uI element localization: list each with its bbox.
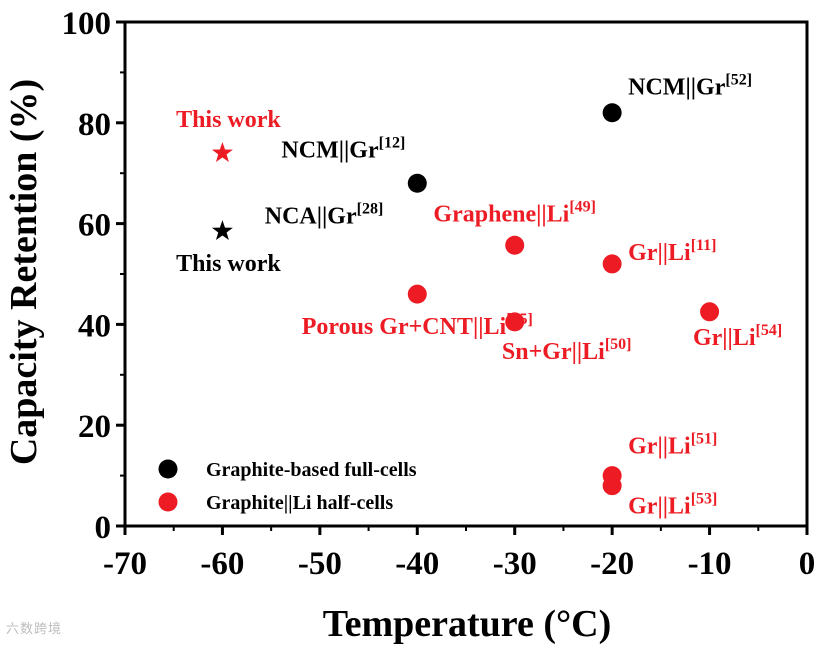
- scatter-point: [602, 476, 622, 496]
- x-axis-label: Temperature (°C): [323, 603, 612, 645]
- point-label: Gr||Li[54]: [693, 322, 782, 351]
- point-label-text: NCM||Gr: [281, 137, 379, 163]
- point-label-ref: [12]: [379, 134, 406, 151]
- scatter-point: [602, 103, 622, 123]
- point-label-text: Gr||Li: [628, 240, 691, 266]
- point-label-text: Sn+Gr||Li: [502, 339, 605, 365]
- point-label-text: Gr||Li: [628, 434, 691, 460]
- legend-label: Graphite||Li half-cells: [206, 492, 393, 514]
- point-label-text: NCM||Gr: [628, 75, 726, 101]
- point-label: NCM||Gr[52]: [628, 72, 752, 101]
- x-tick-label: 0: [799, 546, 816, 582]
- point-label: Gr||Li[51]: [628, 431, 717, 460]
- y-tick-label: 40: [78, 308, 111, 344]
- point-label-ref: [11]: [691, 237, 717, 254]
- watermark: 六数跨境: [6, 622, 63, 637]
- y-tick-label: 0: [95, 510, 112, 546]
- point-label: Graphene||Li[49]: [433, 198, 596, 227]
- y-tick-label: 100: [62, 6, 112, 42]
- legend: Graphite-based full-cells Graphite||Li ha…: [158, 459, 417, 514]
- point-label-text: NCA||Gr: [265, 203, 357, 229]
- point-label-text: Porous Gr+CNT||Li: [302, 314, 507, 340]
- legend-marker: [158, 459, 178, 479]
- point-label-ref: [53]: [691, 491, 718, 508]
- point-label-ref: [25]: [506, 311, 533, 328]
- ticks: -70 -60 -50 -40 -30 -20 -10 0 0 20 40 60 80 100: [62, 6, 816, 582]
- x-tick-label: -60: [200, 546, 244, 582]
- x-tick-label: -30: [493, 546, 537, 582]
- point-label: Gr||Li[53]: [628, 491, 717, 520]
- star-point: [211, 142, 233, 162]
- scatter-point: [407, 173, 427, 193]
- point-label-ref: [28]: [357, 200, 384, 217]
- point-label-text: Graphene||Li: [433, 201, 569, 227]
- point-label-ref: [52]: [725, 72, 752, 89]
- x-tick-label: -10: [688, 546, 732, 582]
- point-label: This work: [176, 251, 281, 277]
- point-label-ref: [51]: [691, 431, 718, 448]
- scatter-point: [602, 254, 622, 274]
- y-tick-label: 80: [78, 107, 111, 143]
- legend-marker: [158, 492, 178, 512]
- x-tick-label: -50: [298, 546, 342, 582]
- y-axis-label: Capacity Retention (%): [3, 79, 45, 465]
- star-point: [211, 220, 233, 241]
- point-label-text: This work: [176, 107, 281, 133]
- point-label-text: This work: [176, 251, 281, 277]
- point-label: NCA||Gr[28]: [265, 200, 384, 229]
- scatter-point: [505, 312, 525, 332]
- point-labels: NCM||Gr[12]NCA||Gr[28]NCM||Gr[52]Graphen…: [176, 72, 782, 520]
- point-label-ref: [54]: [756, 322, 783, 339]
- point-label: Gr||Li[11]: [628, 237, 716, 266]
- scatter-point: [407, 284, 427, 304]
- point-label: Sn+Gr||Li[50]: [502, 336, 632, 365]
- scatter-point: [700, 302, 720, 322]
- y-tick-label: 60: [78, 208, 111, 244]
- points: [211, 103, 720, 496]
- point-label-ref: [50]: [605, 336, 632, 353]
- point-label: NCM||Gr[12]: [281, 134, 405, 163]
- y-tick-label: 20: [78, 409, 111, 445]
- x-tick-label: -70: [103, 546, 147, 582]
- scatter-point: [505, 235, 525, 255]
- point-label-ref: [49]: [569, 198, 596, 215]
- point-label: This work: [176, 107, 281, 133]
- point-label: Porous Gr+CNT||Li[25]: [302, 311, 533, 340]
- point-label-text: Gr||Li: [628, 494, 691, 520]
- x-tick-label: -20: [590, 546, 634, 582]
- legend-label: Graphite-based full-cells: [206, 459, 417, 481]
- point-label-text: Gr||Li: [693, 325, 756, 351]
- x-tick-label: -40: [395, 546, 439, 582]
